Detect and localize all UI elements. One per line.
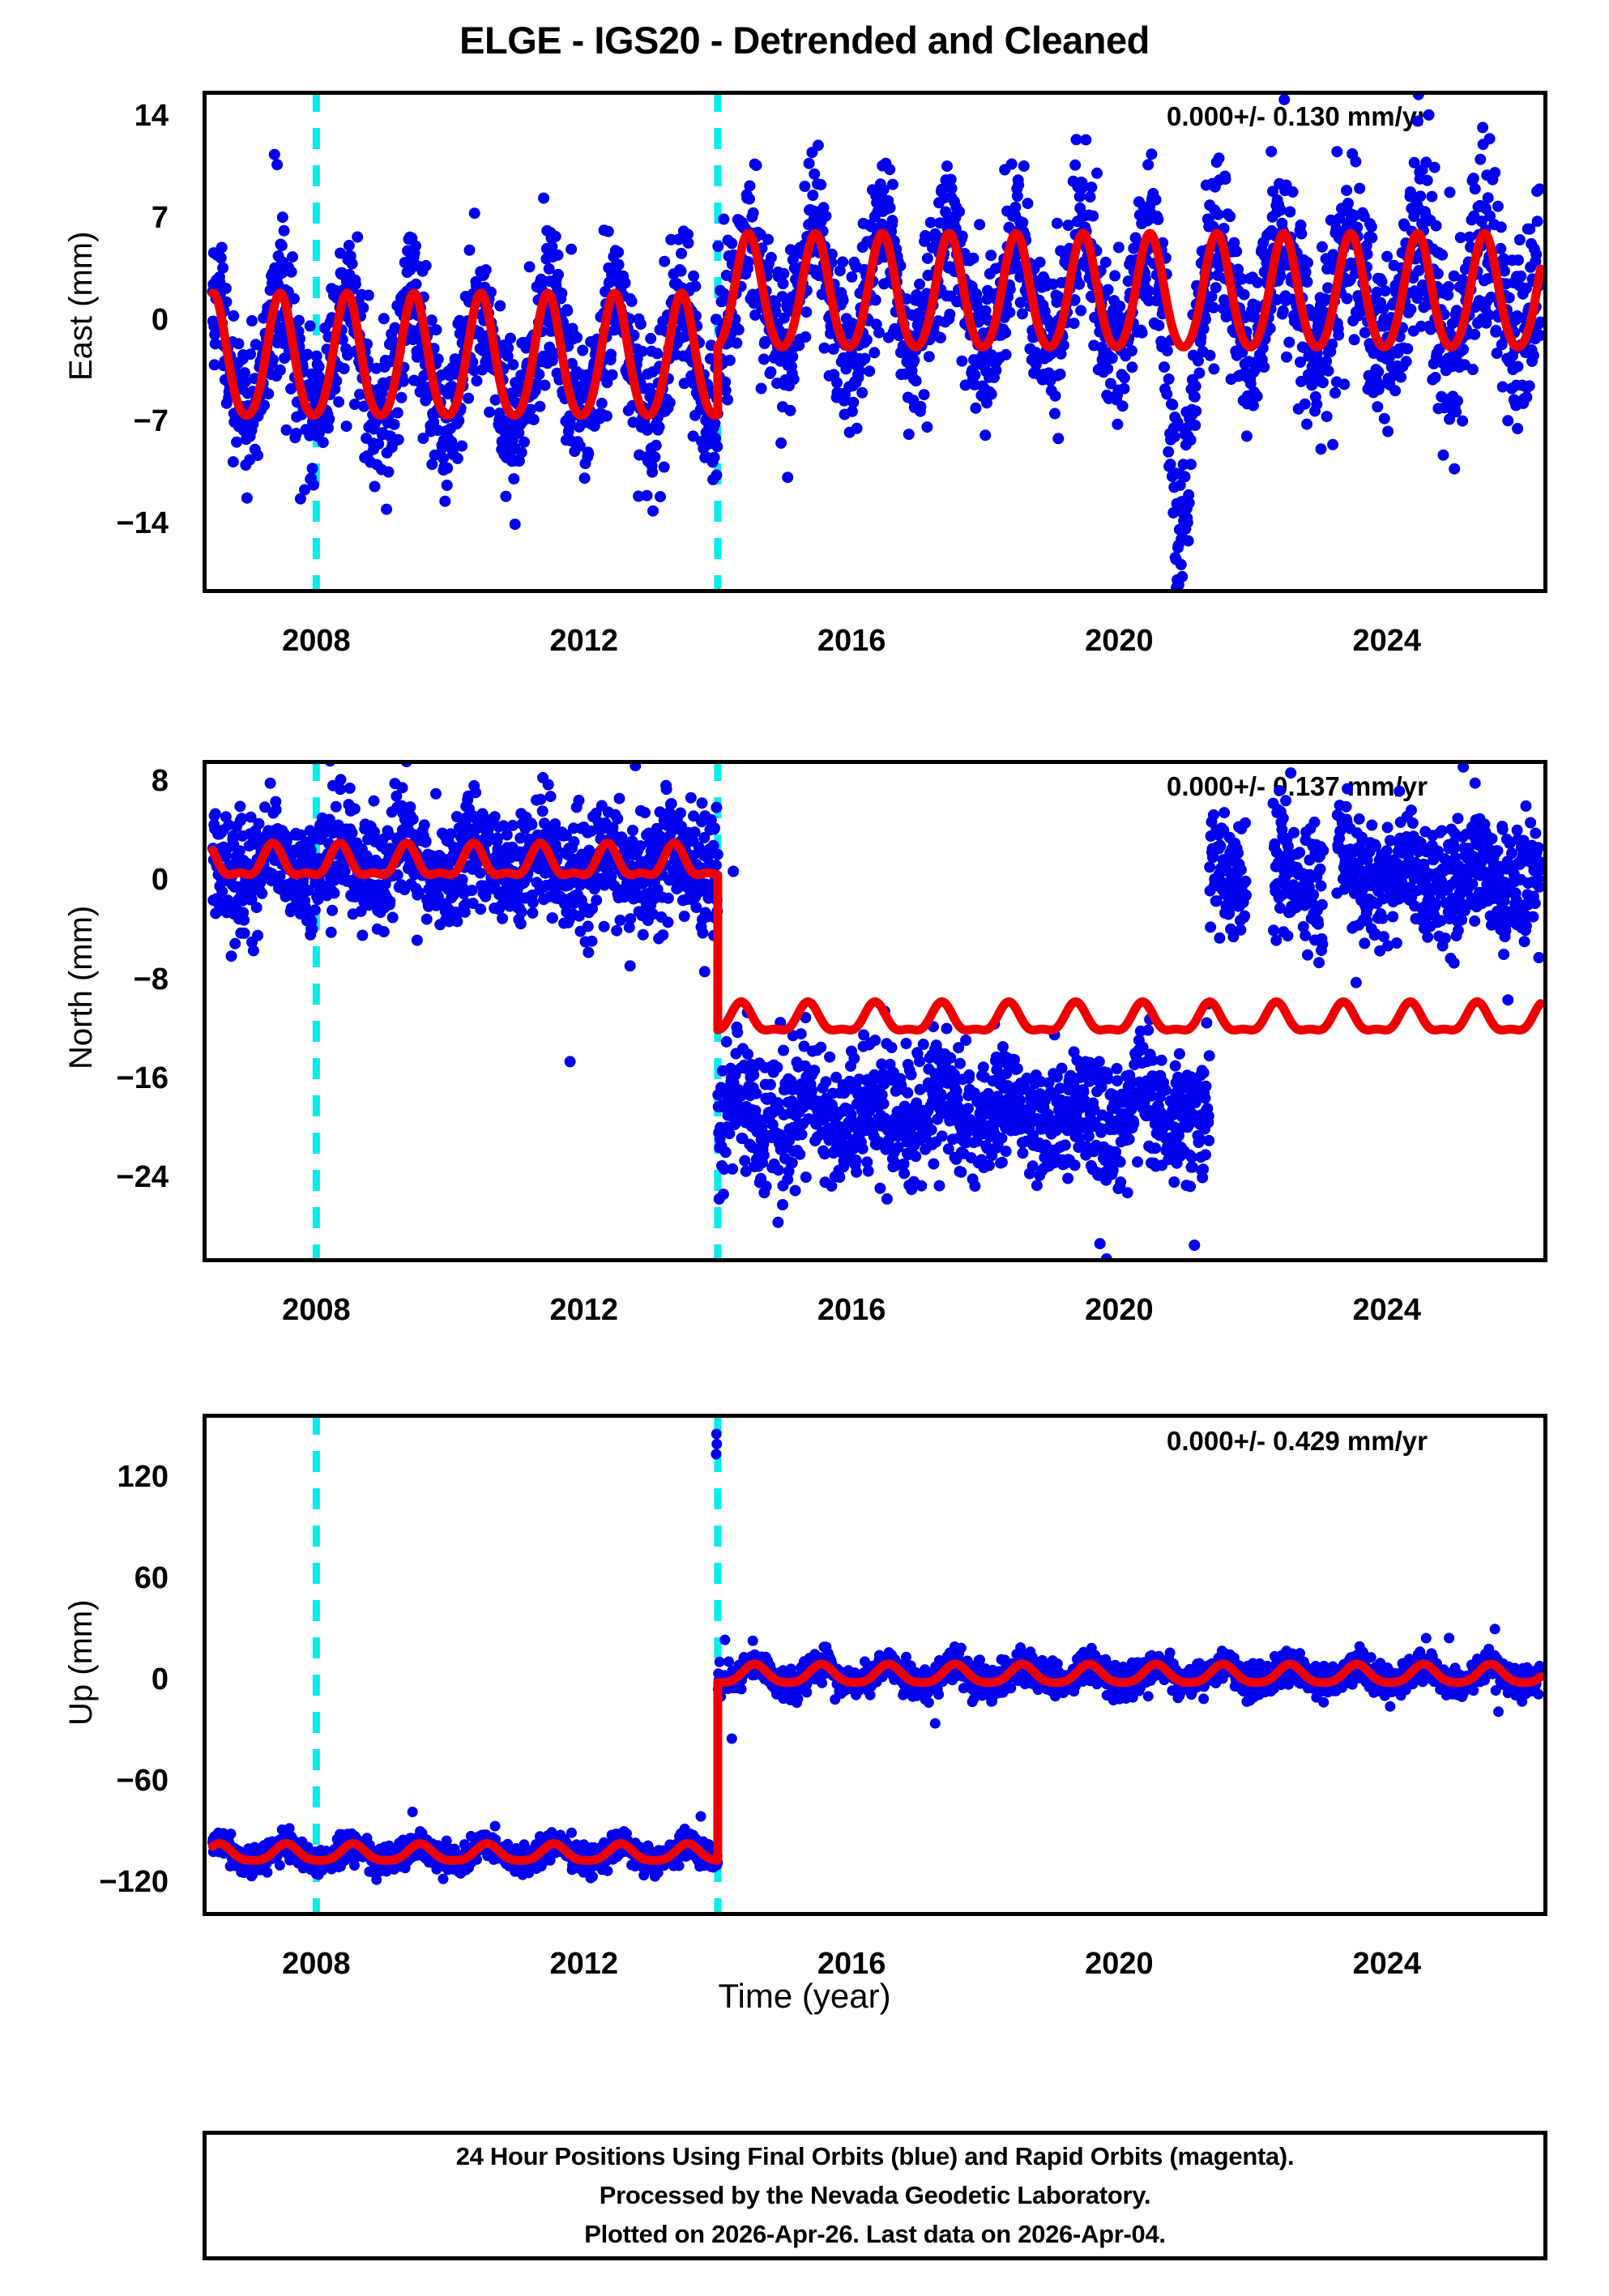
caption-line-2: Processed by the Nevada Geodetic Laborat… (599, 2180, 1151, 2209)
panel-east: East (mm) 0.000+/- 0.130 mm/yr (0, 0, 1609, 672)
caption-line-3: Plotted on 2026-Apr-26. Last data on 202… (584, 2220, 1166, 2249)
y-axis-label-up: Up (mm) (63, 1599, 99, 1726)
caption-line-1: 24 Hour Positions Using Final Orbits (bl… (455, 2141, 1295, 2170)
rate-annotation-east: 0.000+/- 0.130 mm/yr (1167, 101, 1428, 131)
rate-annotation-up: 0.000+/- 0.429 mm/yr (1167, 1426, 1428, 1456)
caption-box: 24 Hour Positions Using Final Orbits (bl… (203, 2131, 1547, 2260)
plot-area-up (203, 1414, 1547, 1916)
plot-area-north (203, 760, 1547, 1262)
plot-area-east (203, 91, 1547, 593)
page-title: ELGE - IGS20 - Detrended and Cleaned (459, 19, 1150, 62)
panel-up: Up (mm) 0.000+/- 0.429 mm/yr Time (year) (63, 1414, 1547, 2015)
panel-north: North (mm) 0.000+/- 0.137 mm/yr (63, 760, 1547, 1262)
x-axis-title: Time (year) (718, 1977, 891, 2015)
rate-annotation-north: 0.000+/- 0.137 mm/yr (1167, 771, 1428, 801)
